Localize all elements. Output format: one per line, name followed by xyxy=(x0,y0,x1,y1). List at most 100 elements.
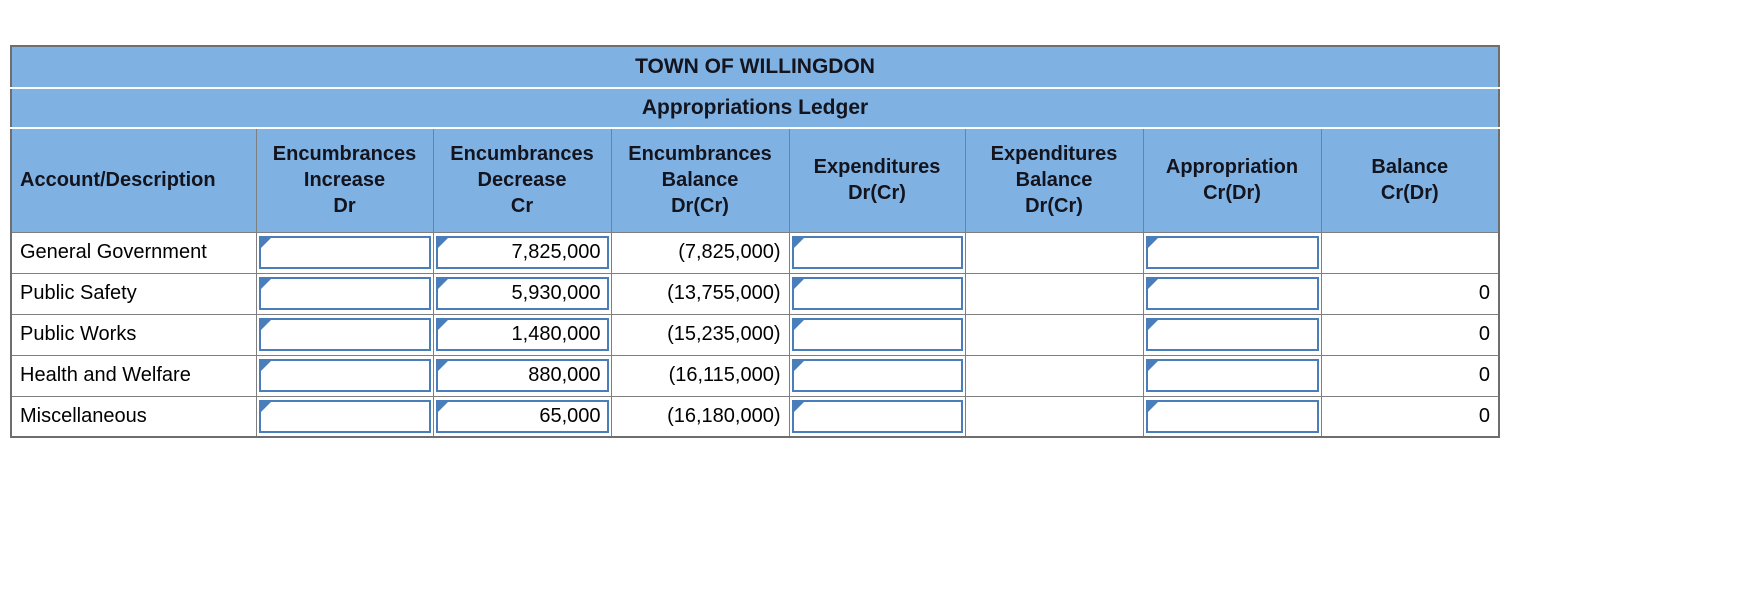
exp-balance-cell xyxy=(964,272,1144,315)
table-title: TOWN OF WILLINGDON xyxy=(11,46,1500,89)
appropriation-input-cell[interactable] xyxy=(1142,313,1322,356)
input-box[interactable] xyxy=(791,277,963,310)
account-cell: General Government xyxy=(10,231,257,274)
input-marker-icon xyxy=(793,320,804,330)
enc-increase-input-cell[interactable] xyxy=(255,354,434,397)
input-box[interactable] xyxy=(791,236,963,269)
input-box[interactable] xyxy=(791,318,963,351)
col-header-encumbrances-decrease: Encumbrances Decrease Cr xyxy=(432,127,612,233)
enc-decrease-input-cell[interactable]: 5,930,000 xyxy=(432,272,612,315)
input-box[interactable] xyxy=(258,236,431,269)
appropriation-input-cell[interactable] xyxy=(1142,395,1322,438)
enc-decrease-input-cell[interactable]: 880,000 xyxy=(432,354,612,397)
balance-cell: 0 xyxy=(1320,313,1500,356)
enc-decrease-input-cell[interactable]: 65,000 xyxy=(432,395,612,438)
input-box[interactable] xyxy=(258,277,431,310)
input-value xyxy=(794,361,961,390)
expenditures-input-cell[interactable] xyxy=(788,395,966,438)
expenditures-input-cell[interactable] xyxy=(788,272,966,315)
input-value xyxy=(261,279,429,308)
input-box[interactable]: 880,000 xyxy=(435,359,609,392)
col-header-balance: Balance Cr(Dr) xyxy=(1320,127,1500,233)
input-value xyxy=(1148,238,1317,267)
exp-balance-cell xyxy=(964,395,1144,438)
input-box[interactable] xyxy=(1145,359,1319,392)
input-box[interactable] xyxy=(1145,277,1319,310)
expenditures-input-cell[interactable] xyxy=(788,231,966,274)
input-value xyxy=(1148,320,1317,349)
enc-decrease-input-cell[interactable]: 7,825,000 xyxy=(432,231,612,274)
input-value xyxy=(1148,361,1317,390)
table-row: Miscellaneous 65,000 (16,180,000) xyxy=(10,395,1500,438)
column-header-row: Account/Description Encumbrances Increas… xyxy=(10,127,1500,233)
enc-increase-input-cell[interactable] xyxy=(255,231,434,274)
input-box[interactable] xyxy=(791,399,963,433)
input-value xyxy=(1148,279,1317,308)
input-value xyxy=(261,320,429,349)
input-marker-icon xyxy=(437,361,448,371)
input-value xyxy=(261,402,429,431)
enc-balance-cell: (15,235,000) xyxy=(610,313,790,356)
input-marker-icon xyxy=(437,238,448,248)
col-header-expenditures: Expenditures Dr(Cr) xyxy=(788,127,966,233)
input-box[interactable] xyxy=(258,399,431,433)
expenditures-input-cell[interactable] xyxy=(788,354,966,397)
table-row: Health and Welfare 880,000 (16,115,000) xyxy=(10,354,1500,397)
input-marker-icon xyxy=(1147,320,1158,330)
appropriation-input-cell[interactable] xyxy=(1142,354,1322,397)
enc-balance-cell: (16,180,000) xyxy=(610,395,790,438)
input-marker-icon xyxy=(260,320,271,330)
account-cell: Public Works xyxy=(10,313,257,356)
balance-cell: 0 xyxy=(1320,354,1500,397)
input-marker-icon xyxy=(1147,361,1158,371)
enc-balance-cell: (13,755,000) xyxy=(610,272,790,315)
enc-balance-cell: (16,115,000) xyxy=(610,354,790,397)
input-value xyxy=(261,238,429,267)
input-box[interactable]: 5,930,000 xyxy=(435,277,609,310)
appropriation-input-cell[interactable] xyxy=(1142,231,1322,274)
input-box[interactable]: 7,825,000 xyxy=(435,236,609,269)
input-box[interactable]: 65,000 xyxy=(435,399,609,433)
account-cell: Public Safety xyxy=(10,272,257,315)
input-value: 65,000 xyxy=(539,404,601,427)
table-subtitle: Appropriations Ledger xyxy=(11,88,1500,129)
table-row: Public Safety 5,930,000 (13,755,000) xyxy=(10,272,1500,315)
expenditures-input-cell[interactable] xyxy=(788,313,966,356)
balance-cell: 0 xyxy=(1320,272,1500,315)
enc-increase-input-cell[interactable] xyxy=(255,313,434,356)
enc-increase-input-cell[interactable] xyxy=(255,272,434,315)
appropriation-input-cell[interactable] xyxy=(1142,272,1322,315)
account-cell: Health and Welfare xyxy=(10,354,257,397)
enc-increase-input-cell[interactable] xyxy=(255,395,434,438)
input-box[interactable] xyxy=(258,359,431,392)
input-marker-icon xyxy=(437,279,448,289)
balance-cell xyxy=(1320,231,1500,274)
input-value: 5,930,000 xyxy=(511,282,601,304)
balance-cell: 0 xyxy=(1320,395,1500,438)
input-marker-icon xyxy=(793,238,804,248)
input-value: 880,000 xyxy=(528,364,601,386)
input-marker-icon xyxy=(793,401,804,412)
input-marker-icon xyxy=(793,279,804,289)
col-header-encumbrances-balance: Encumbrances Balance Dr(Cr) xyxy=(610,127,790,233)
input-box[interactable] xyxy=(791,359,963,392)
input-value xyxy=(1148,402,1317,431)
input-marker-icon xyxy=(260,238,271,248)
input-box[interactable] xyxy=(258,318,431,351)
input-value xyxy=(794,320,961,349)
input-box[interactable] xyxy=(1145,318,1319,351)
input-marker-icon xyxy=(260,279,271,289)
col-header-expenditures-balance: Expenditures Balance Dr(Cr) xyxy=(964,127,1144,233)
enc-decrease-input-cell[interactable]: 1,480,000 xyxy=(432,313,612,356)
input-marker-icon xyxy=(1147,279,1158,289)
appropriations-ledger-table: TOWN OF WILLINGDON Appropriations Ledger… xyxy=(10,45,1501,438)
input-box[interactable] xyxy=(1145,236,1319,269)
input-value: 7,825,000 xyxy=(511,241,601,263)
input-value xyxy=(261,361,429,390)
input-marker-icon xyxy=(260,361,271,371)
input-box[interactable]: 1,480,000 xyxy=(435,318,609,351)
col-header-appropriation: Appropriation Cr(Dr) xyxy=(1142,127,1322,233)
input-box[interactable] xyxy=(1145,399,1319,433)
enc-balance-cell: (7,825,000) xyxy=(610,231,790,274)
